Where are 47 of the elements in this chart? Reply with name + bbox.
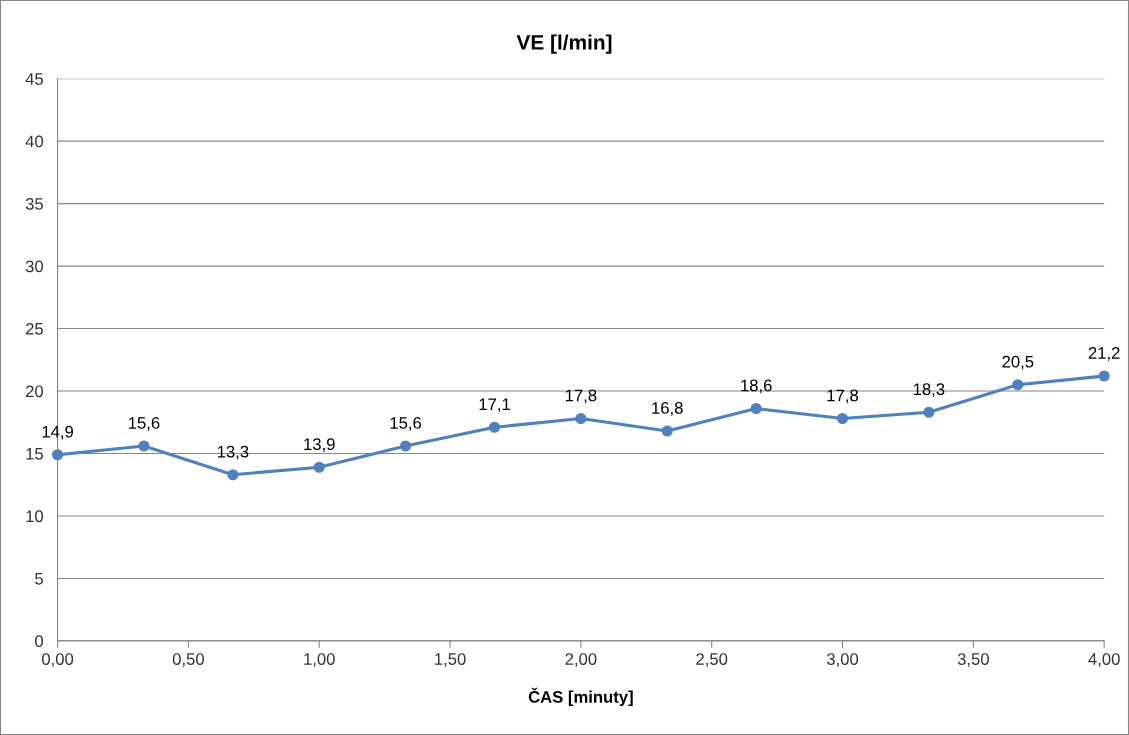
data-label: 17,1 — [479, 398, 510, 413]
data-label: 17,8 — [827, 389, 859, 404]
data-label: 14,9 — [42, 425, 74, 440]
x-tick-label: 4,00 — [1088, 653, 1120, 667]
point — [1098, 370, 1110, 382]
data-label: 16,8 — [652, 402, 683, 416]
x-tick-label: 2,50 — [696, 653, 728, 667]
y-tick-label: 15 — [26, 448, 43, 460]
point — [52, 449, 64, 461]
point — [575, 412, 587, 425]
y-tick-label: 25 — [25, 322, 43, 335]
x-tick-label: 0,00 — [42, 653, 74, 667]
data-label: 15,6 — [128, 417, 160, 431]
data-label: 13,9 — [304, 438, 335, 453]
x-tick-label: 1,50 — [435, 653, 466, 667]
point — [923, 406, 935, 418]
y-tick-label: 45 — [25, 73, 43, 85]
x-axis-title: ČAS [minuty] — [528, 687, 633, 707]
y-tick-label: 5 — [35, 573, 43, 585]
data-label: 17,8 — [565, 389, 597, 404]
x-tick-label: 0,50 — [172, 653, 204, 667]
y-tick-label: 30 — [25, 260, 44, 273]
y-tick-label: 10 — [26, 510, 44, 523]
data-label: 18,6 — [741, 379, 772, 394]
data-label: 15,6 — [390, 417, 422, 431]
point — [661, 425, 673, 437]
point — [138, 440, 150, 452]
data-label: 13,3 — [217, 445, 249, 460]
data-label: 18,3 — [913, 383, 945, 398]
point — [836, 412, 849, 425]
chart-title: VE [l/min] — [516, 34, 612, 54]
x-tick-label: 3,50 — [957, 653, 989, 667]
y-tick-label: 0 — [35, 635, 44, 648]
data-label: 21,2 — [1088, 347, 1120, 361]
y-tick-label: 35 — [25, 198, 43, 210]
point — [313, 461, 325, 473]
point — [750, 402, 762, 415]
point — [488, 421, 501, 433]
point — [1012, 379, 1024, 391]
y-tick-label: 20 — [25, 385, 44, 398]
data-label: 20,5 — [1002, 355, 1034, 370]
point — [400, 440, 412, 452]
point — [227, 469, 239, 481]
x-tick-label: 2,00 — [565, 653, 597, 667]
x-tick-label: 1,00 — [304, 653, 335, 667]
x-tick-label: 3,00 — [826, 653, 859, 667]
y-tick-label: 40 — [25, 135, 44, 148]
